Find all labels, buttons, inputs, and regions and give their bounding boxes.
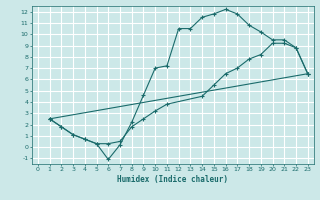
X-axis label: Humidex (Indice chaleur): Humidex (Indice chaleur) bbox=[117, 175, 228, 184]
